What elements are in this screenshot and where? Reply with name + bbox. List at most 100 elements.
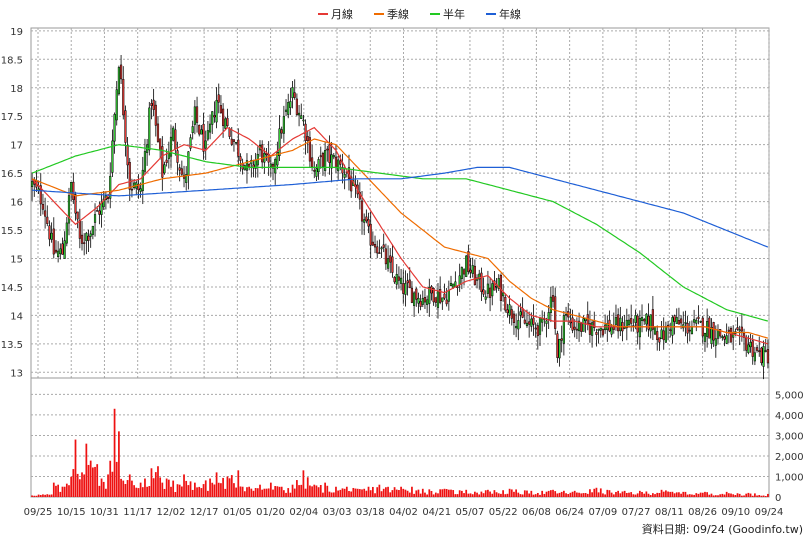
- volume-bar: [510, 489, 513, 497]
- price-axis: 19 18.5 18 17.5 17 16.5 16 15.5 15 14.5 14 13.5 13: [1, 27, 23, 379]
- volume-bar: [324, 482, 326, 497]
- volume-bar: [269, 482, 272, 497]
- candle-body: [230, 138, 233, 145]
- volume-tick-label: 1,000: [775, 472, 804, 483]
- candle-body: [634, 315, 637, 323]
- candle-body: [31, 181, 34, 187]
- candle-body: [571, 317, 574, 331]
- volume-bar: [617, 490, 620, 497]
- candle-body: [302, 119, 305, 122]
- candle-body: [595, 332, 598, 335]
- candle-body: [78, 219, 81, 239]
- candle-body: [380, 247, 383, 250]
- volume-bar: [55, 485, 57, 497]
- volume-bar: [59, 491, 62, 497]
- volume-bar: [428, 489, 431, 497]
- candle-body: [436, 291, 440, 308]
- volume-bar: [172, 480, 175, 497]
- volume-bar: [727, 493, 730, 497]
- volume-bar: [454, 494, 457, 497]
- candle-body: [326, 148, 329, 151]
- candle-body: [317, 159, 320, 173]
- candle-body: [680, 318, 683, 324]
- volume-bar: [543, 493, 546, 497]
- volume-bar: [170, 486, 172, 497]
- volume-bar: [363, 488, 366, 497]
- candle-body: [558, 339, 561, 359]
- volume-bar: [758, 495, 761, 497]
- volume-bar: [44, 494, 46, 497]
- candle-body: [343, 174, 346, 178]
- volume-bar: [606, 489, 609, 497]
- candle-body: [245, 160, 249, 171]
- x-axis: 09/25 10/15 10/31 11/17 12/02 12/17 01/05 01/20…: [24, 507, 784, 518]
- candle-body: [610, 327, 613, 335]
- x-tick-label: 10/31: [90, 507, 119, 518]
- candle-body: [714, 338, 717, 346]
- volume-bar: [367, 486, 370, 497]
- volume-bar: [198, 486, 201, 497]
- candle-body: [367, 219, 370, 227]
- volume-bar: [565, 493, 567, 497]
- candle-body: [506, 309, 509, 314]
- volume-bar: [365, 490, 368, 497]
- volume-bar: [723, 494, 726, 497]
- price-tick-label: 14: [10, 311, 23, 322]
- candle-body: [189, 137, 192, 149]
- candle-body: [764, 350, 767, 352]
- volume-bar: [534, 494, 537, 497]
- volume-bar: [137, 488, 140, 497]
- candle-body: [83, 242, 86, 244]
- candle-body: [591, 322, 594, 336]
- candle-body: [271, 164, 275, 169]
- x-tick-label: 06/24: [555, 507, 584, 518]
- volume-bar: [87, 464, 90, 497]
- volume-bar: [458, 490, 461, 497]
- candle-body: [224, 118, 227, 129]
- candle-body: [57, 250, 60, 257]
- candle-body: [152, 99, 155, 110]
- volume-bar: [139, 482, 142, 497]
- candle-body: [515, 325, 518, 329]
- candle-body: [593, 320, 596, 328]
- candle-body: [556, 333, 559, 358]
- x-tick-label: 05/07: [456, 507, 485, 518]
- candle-body: [289, 101, 292, 108]
- candle-body: [547, 312, 550, 320]
- volume-bar: [68, 485, 70, 497]
- volume-bar: [717, 495, 719, 497]
- volume-bar: [248, 486, 251, 497]
- candle-body: [447, 289, 450, 302]
- candle-body: [276, 152, 279, 166]
- candle-body: [478, 273, 481, 280]
- volume-bar: [549, 490, 552, 497]
- candle-body: [87, 235, 90, 241]
- candle-body: [721, 336, 724, 338]
- candle-body: [445, 299, 448, 305]
- x-tick-label: 07/09: [588, 507, 617, 518]
- candle-body: [458, 275, 461, 286]
- candle-body: [222, 108, 225, 126]
- volume-bar: [571, 491, 574, 497]
- volume-bar: [215, 472, 218, 497]
- candle-body: [651, 309, 654, 330]
- volume-bar: [52, 482, 55, 497]
- candle-body: [133, 182, 136, 189]
- volume-bar: [213, 484, 216, 497]
- volume-bar: [500, 493, 502, 497]
- candle-body: [703, 333, 707, 342]
- volume-bar: [708, 494, 711, 497]
- volume-bar: [393, 487, 396, 497]
- volume-bar: [37, 494, 40, 497]
- volume-bar: [701, 492, 704, 497]
- volume-bar: [645, 491, 648, 497]
- volume-bar: [163, 488, 166, 497]
- volume-bar: [417, 489, 420, 497]
- candle-body: [660, 329, 663, 339]
- candle-body: [534, 327, 537, 330]
- volume-bar: [298, 485, 300, 497]
- volume-bar: [678, 492, 680, 497]
- candle-body: [360, 200, 364, 222]
- candle-body: [512, 313, 516, 323]
